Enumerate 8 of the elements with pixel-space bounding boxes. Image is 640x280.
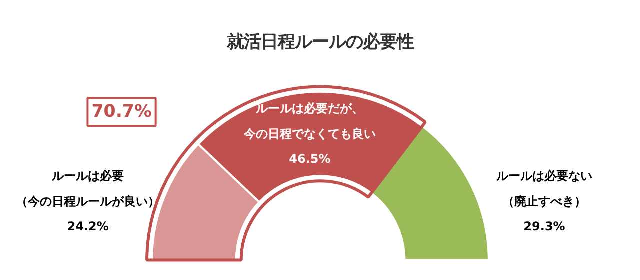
data-label: 46.5% xyxy=(289,152,331,166)
slice-label: ルールは必要（今の日程ルールが良い） xyxy=(16,169,160,208)
chart-title: 就活日程ルールの必要性 xyxy=(226,32,414,53)
data-label: 29.3% xyxy=(524,220,566,234)
slice-label: ルールは必要だが、今の日程でなくても良い xyxy=(242,102,376,141)
data-label: 24.2% xyxy=(67,220,109,234)
text: 70.7% xyxy=(92,102,152,122)
slice-label: ルールは必要ない（廃止すべき） xyxy=(496,169,592,208)
